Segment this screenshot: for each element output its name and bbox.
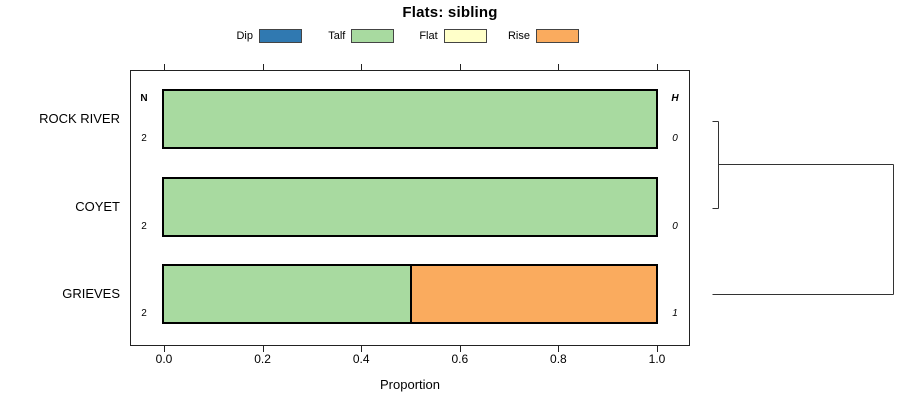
- h-value: 0: [672, 133, 678, 144]
- h-value: 0: [672, 221, 678, 232]
- h-column-header: H: [671, 93, 679, 104]
- h-value: 1: [672, 308, 678, 319]
- x-axis-tick: [558, 346, 560, 352]
- x-axis-tick: [361, 346, 363, 352]
- x-tick-label: 1.0: [648, 352, 666, 366]
- bar-segment: [164, 91, 656, 147]
- legend-item: Flat: [410, 27, 487, 45]
- row-label: COYET: [75, 199, 120, 214]
- top-axis-tick: [558, 64, 560, 70]
- legend-item: Dip: [225, 27, 302, 45]
- row-label: ROCK RIVER: [39, 111, 120, 126]
- x-tick-label: 0.4: [352, 352, 370, 366]
- top-axis-tick: [657, 64, 658, 70]
- legend-item-label: Rise: [507, 30, 530, 42]
- x-axis-tick: [657, 346, 658, 352]
- bar-row: [162, 89, 658, 149]
- legend-swatch: [535, 29, 579, 43]
- x-axis-title: Proportion: [380, 377, 440, 392]
- legend-swatch: [259, 29, 302, 43]
- x-axis-tick: [262, 346, 264, 352]
- bar-segment: [410, 266, 656, 322]
- x-axis-tick: [164, 346, 165, 352]
- legend-item-label: Flat: [419, 30, 438, 42]
- bar-row: [162, 177, 658, 237]
- n-value: 2: [141, 133, 147, 144]
- legend-swatch: [351, 29, 395, 43]
- chart-title: Flats: sibling: [402, 4, 498, 21]
- top-axis-tick: [361, 64, 363, 70]
- x-tick-label: 0.2: [254, 352, 271, 366]
- legend-item-label: Dip: [236, 30, 253, 42]
- top-axis-tick: [459, 64, 461, 70]
- bar-segment: [164, 179, 656, 235]
- x-tick-label: 0.6: [451, 352, 469, 366]
- top-axis-tick: [262, 64, 264, 70]
- n-column-header: N: [140, 93, 148, 104]
- x-tick-label: 0.0: [155, 352, 173, 366]
- legend-item-label: Talf: [328, 30, 346, 42]
- top-axis-tick: [164, 64, 165, 70]
- bar-row: [162, 264, 658, 324]
- legend-item: Rise: [502, 27, 579, 45]
- x-tick-label: 0.8: [550, 352, 567, 366]
- x-axis-tick: [459, 346, 461, 352]
- n-value: 2: [141, 221, 147, 232]
- n-value: 2: [141, 308, 147, 319]
- row-label: GRIEVES: [62, 286, 120, 301]
- legend-swatch: [443, 29, 487, 43]
- bar-segment: [164, 266, 410, 322]
- legend-item: Talf: [317, 27, 395, 45]
- plot-frame: [130, 70, 690, 346]
